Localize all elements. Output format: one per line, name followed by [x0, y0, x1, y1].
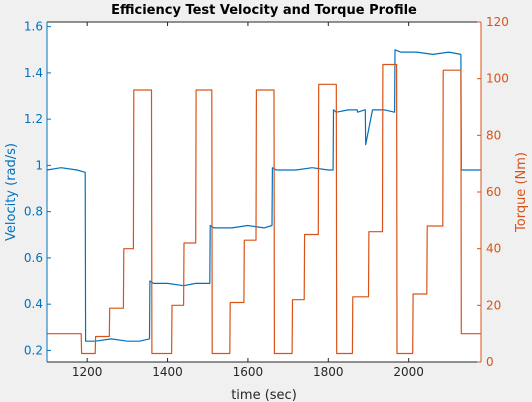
- x-tick-label: 1200: [72, 365, 103, 379]
- right-y-tick-label: 60: [486, 185, 501, 199]
- right-y-tick-label: 20: [486, 298, 501, 312]
- left-y-tick-label: 0.4: [24, 297, 43, 311]
- left-y-tick-label: 1.6: [24, 20, 43, 34]
- x-tick-label: 1600: [233, 365, 264, 379]
- torque-series-line: [47, 63, 481, 355]
- left-y-tick-label: 0.8: [24, 205, 43, 219]
- x-axis-label: time (sec): [231, 388, 297, 402]
- right-y-tick-label: 80: [486, 128, 501, 142]
- right-y-tick-label: 120: [486, 15, 509, 29]
- x-tick-label: 1800: [313, 365, 344, 379]
- x-tick-label: 1400: [152, 365, 183, 379]
- left-y-tick-label: 1.2: [24, 112, 43, 126]
- plot-area: [47, 22, 481, 362]
- axes-layer: 1200 1400 1600 1800 20000.20.40.60.811.21.41…: [24, 15, 509, 379]
- right-y-tick-label: 0: [486, 355, 494, 369]
- left-y-tick-label: 0.6: [24, 251, 43, 265]
- chart-title: Efficiency Test Velocity and Torque Prof…: [111, 3, 417, 18]
- right-y-tick-label: 40: [486, 242, 501, 256]
- left-y-tick-label: 1: [35, 158, 43, 172]
- left-y-tick-label: 0.2: [24, 343, 43, 357]
- left-axis-label: Velocity (rad/s): [4, 143, 19, 241]
- series-layer: [46, 49, 481, 355]
- x-tick-label: 2000: [393, 365, 424, 379]
- left-y-tick-label: 1.4: [24, 66, 43, 80]
- right-axis-label: Torque (Nm): [514, 152, 529, 233]
- right-y-tick-label: 100: [486, 72, 509, 86]
- velocity-series-line: [46, 49, 481, 342]
